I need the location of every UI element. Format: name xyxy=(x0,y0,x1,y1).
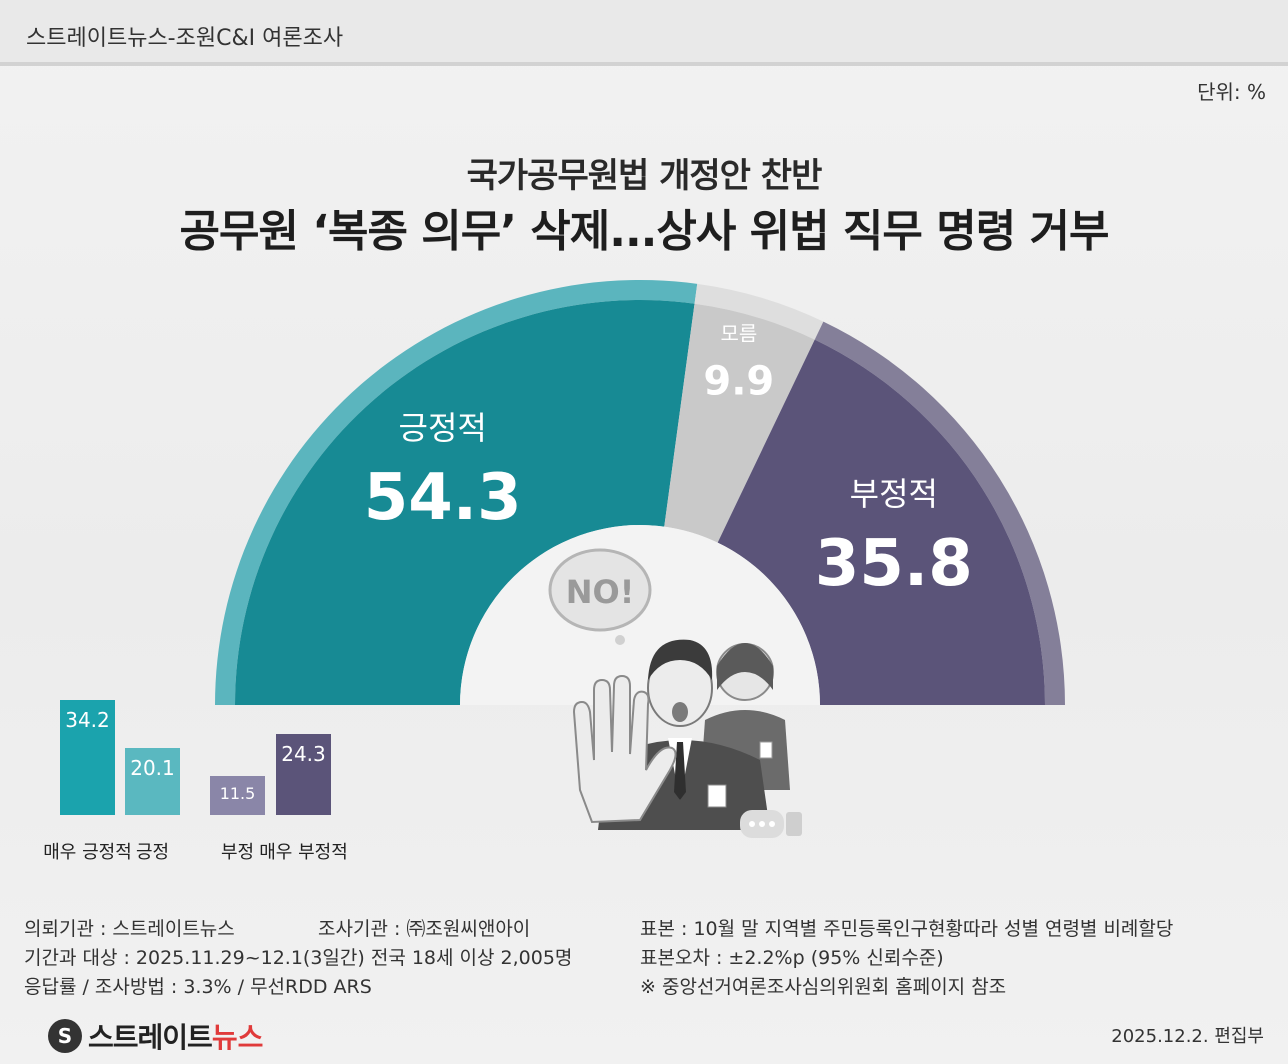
camera-icon xyxy=(786,812,802,836)
logo-mark-icon: S xyxy=(48,1019,82,1053)
gauge-category-label: 긍정적 xyxy=(399,409,487,447)
footer-period: 기간과 대상 : 2025.11.29~12.1(3일간) 전국 18세 이상 … xyxy=(24,947,573,969)
speech-bubble xyxy=(548,548,652,632)
gauge-ring-2 xyxy=(814,321,1065,705)
gauge-category-label: 모름 xyxy=(720,321,757,345)
footer-note: ※ 중앙선거여론조사심의위원회 홈페이지 참조 xyxy=(640,976,1007,998)
footer-client: 의뢰기관 : 스트레이트뉴스 xyxy=(24,918,235,940)
man-badge xyxy=(707,784,727,808)
footer-response: 응답률 / 조사방법 : 3.3% / 무선RDD ARS xyxy=(24,976,372,998)
gauge-value-label: 35.8 xyxy=(815,527,973,601)
unit-label: 단위: % xyxy=(1197,80,1266,104)
speech-bubble-text: NO! xyxy=(566,573,635,611)
woman-badge xyxy=(759,741,773,759)
stop-hand xyxy=(572,674,677,824)
chat-dot xyxy=(759,821,765,827)
man-mouth xyxy=(672,702,688,722)
gauge-ring-1 xyxy=(694,283,824,340)
gauge-category-label: 부정적 xyxy=(850,475,938,513)
logo-text: 스트레이트 xyxy=(88,1021,213,1054)
source-label: 스트레이트뉴스-조원C&I 여론조사 xyxy=(26,26,344,51)
top-bar: 스트레이트뉴스-조원C&I 여론조사 xyxy=(0,0,1288,66)
footer-agency: 조사기관 : ㈜조원씨앤아이 xyxy=(318,918,531,940)
man-hair xyxy=(648,639,713,680)
footer-sample: 표본 : 10월 말 지역별 주민등록인구현황따라 성별 연령별 비례할당 xyxy=(640,918,1174,940)
gauge-segment-0 xyxy=(235,300,695,705)
chart-title: 공무원 ‘복종 의무’ 삭제...상사 위법 직무 명령 거부 xyxy=(179,206,1110,257)
footer-error: 표본오차 : ±2.2%p (95% 신뢰수준) xyxy=(640,947,944,969)
logo-accent: 뉴스 xyxy=(211,1021,264,1054)
gauge-value-label: 54.3 xyxy=(364,461,522,535)
chat-dot xyxy=(749,821,755,827)
gauge-segment-1 xyxy=(664,303,815,543)
chart-subtitle: 국가공무원법 개정안 찬반 xyxy=(466,156,823,196)
bubble-dot xyxy=(615,635,625,645)
publish-date: 2025.12.2. 편집부 xyxy=(1111,1026,1264,1047)
gauge-value-label: 9.9 xyxy=(703,358,774,404)
man-tie xyxy=(674,742,686,800)
brand-logo: S 스트레이트 뉴스 xyxy=(48,1016,263,1056)
chat-dot xyxy=(769,821,775,827)
gauge-segment-2 xyxy=(717,339,1045,705)
woman-hair xyxy=(717,643,773,690)
